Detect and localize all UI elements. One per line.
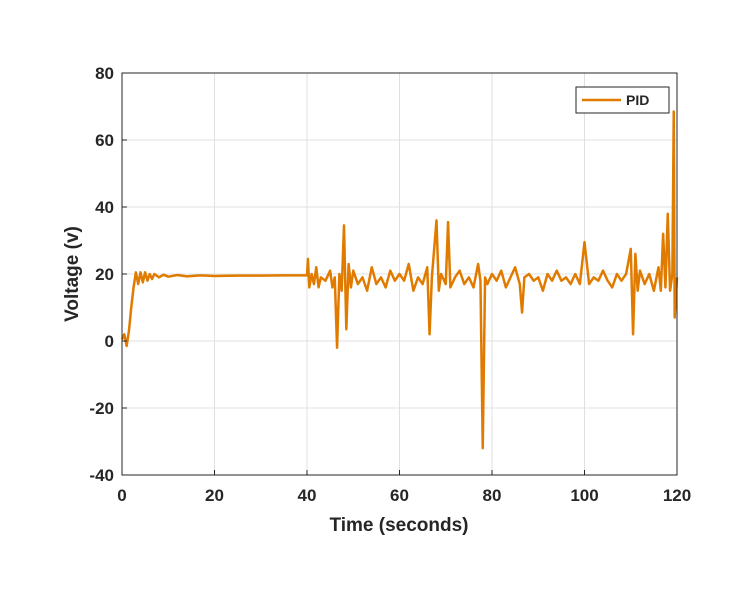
y-tick-label: 40 xyxy=(95,198,114,217)
legend-label: PID xyxy=(626,92,649,108)
x-tick-label: 0 xyxy=(117,486,126,505)
y-tick-label: -40 xyxy=(89,466,114,485)
x-tick-label: 40 xyxy=(298,486,317,505)
x-tick-label: 100 xyxy=(570,486,598,505)
x-tick-label: 60 xyxy=(390,486,409,505)
legend: PID xyxy=(575,86,670,114)
x-tick-label: 120 xyxy=(663,486,691,505)
x-tick-label: 80 xyxy=(483,486,502,505)
series-line xyxy=(120,110,679,450)
y-axis-label: Voltage (v) xyxy=(62,226,83,322)
y-tick-label: 60 xyxy=(95,131,114,150)
x-axis-label: Time (seconds) xyxy=(329,515,468,536)
x-tick-label: 20 xyxy=(205,486,224,505)
ticks: 0 20 40 60 80 100 120 -40 -20 0 20 40 60 80 xyxy=(89,64,691,505)
y-tick-label: -20 xyxy=(89,399,114,418)
y-tick-label: 0 xyxy=(105,332,114,351)
y-tick-label: 20 xyxy=(95,265,114,284)
y-tick-label: 80 xyxy=(95,64,114,83)
series-lines xyxy=(120,110,679,450)
